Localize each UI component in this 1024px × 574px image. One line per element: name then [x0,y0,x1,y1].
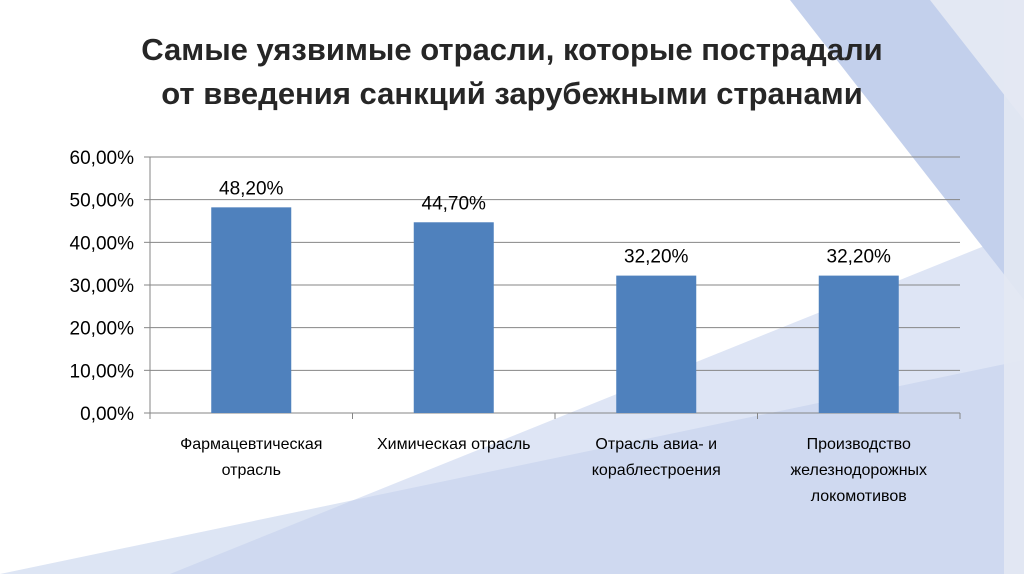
decor-corner [790,0,1024,300]
category-label: кораблестроения [592,462,721,479]
category-label: локомотивов [811,488,907,505]
category-label: Химическая отрасль [377,436,530,453]
y-tick-label: 0,00% [80,404,134,425]
y-tick-label: 40,00% [70,233,135,254]
data-label: 32,20% [624,247,689,268]
y-tick-label: 60,00% [70,148,135,169]
y-tick-label: 30,00% [70,276,135,297]
slide-title-line-1: Самые уязвимые отрасли, которые пострада… [141,32,883,67]
category-label: Фармацевтическая [180,436,322,453]
slide-title-line-2: от введения санкций зарубежными странами [161,76,863,111]
decor-corner-light [930,0,1024,120]
category-label: железнодорожных [790,462,927,479]
decor-band-mid [170,230,1024,574]
bar [818,275,899,413]
y-tick-label: 20,00% [70,319,135,340]
slide-title: Самые уязвимые отрасли, которые пострада… [40,28,984,116]
data-label: 32,20% [827,247,892,268]
bar [616,275,697,413]
bar [211,207,292,413]
y-tick-label: 10,00% [70,361,135,382]
decor-edge-strip [1004,0,1024,574]
category-label: Отрасль авиа- и [595,436,717,453]
bar [413,222,494,413]
category-label: отрасль [222,462,281,479]
category-label: Производство [807,436,911,453]
y-tick-label: 50,00% [70,191,135,212]
data-label: 44,70% [422,193,487,214]
data-label: 48,20% [219,178,284,199]
